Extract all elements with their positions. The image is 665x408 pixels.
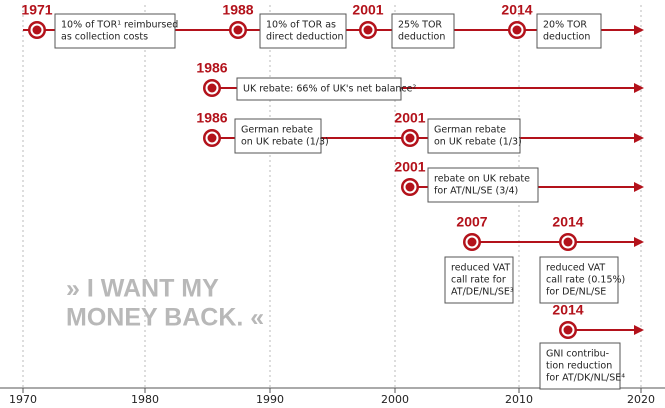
event-text: as collection costs bbox=[61, 32, 148, 43]
tick-label: 2000 bbox=[381, 393, 409, 406]
event-box bbox=[234, 118, 322, 154]
event-box bbox=[236, 77, 402, 101]
arrowhead bbox=[634, 25, 644, 35]
slogan: MONEY BACK. « bbox=[66, 304, 264, 332]
event-box bbox=[536, 13, 602, 49]
marker-dot bbox=[563, 325, 573, 335]
event-text: direct deduction bbox=[266, 32, 344, 43]
tick-label: 2020 bbox=[627, 393, 655, 406]
event-year: 1986 bbox=[196, 60, 227, 76]
marker-dot bbox=[467, 237, 477, 247]
event-text: 10% of TOR as bbox=[266, 20, 336, 31]
event-text: GNI contribu- bbox=[546, 349, 609, 360]
arrowhead bbox=[634, 182, 644, 192]
event-text: call rate (0.15%) bbox=[546, 275, 625, 286]
arrowhead bbox=[634, 83, 644, 93]
event-box bbox=[259, 13, 347, 49]
event-text: German rebate bbox=[434, 125, 506, 136]
arrowhead bbox=[634, 325, 644, 335]
event-year: 2001 bbox=[352, 2, 383, 18]
event-text: call rate for bbox=[451, 275, 506, 286]
event-box bbox=[539, 342, 621, 390]
event-year: 1971 bbox=[21, 2, 52, 18]
marker-dot bbox=[32, 25, 42, 35]
event-box bbox=[54, 13, 176, 49]
event-text: tion reduction bbox=[546, 361, 612, 372]
marker-dot bbox=[233, 25, 243, 35]
event-year: 1986 bbox=[196, 110, 227, 126]
tick-label: 2010 bbox=[505, 393, 533, 406]
marker-dot bbox=[405, 133, 415, 143]
arrowhead bbox=[634, 237, 644, 247]
arrowhead bbox=[634, 133, 644, 143]
event-text: deduction bbox=[398, 32, 445, 43]
event-text: for AT/NL/SE (3/4) bbox=[434, 186, 518, 197]
marker-dot bbox=[207, 83, 217, 93]
event-year: 2001 bbox=[394, 110, 425, 126]
tick-label: 1970 bbox=[9, 393, 37, 406]
marker-dot bbox=[512, 25, 522, 35]
event-box bbox=[444, 256, 514, 304]
event-text: 20% TOR bbox=[543, 20, 587, 31]
event-text: 25% TOR bbox=[398, 20, 442, 31]
event-year: 2014 bbox=[552, 214, 583, 230]
event-year: 2014 bbox=[501, 2, 532, 18]
event-box bbox=[391, 13, 455, 49]
event-text: rebate on UK rebate bbox=[434, 174, 530, 185]
event-text: German rebate bbox=[241, 125, 313, 136]
event-year: 2014 bbox=[552, 302, 583, 318]
event-text: UK rebate: 66% of UK's net balance² bbox=[243, 84, 416, 95]
event-box bbox=[427, 167, 539, 203]
marker-dot bbox=[563, 237, 573, 247]
event-text: reduced VAT bbox=[451, 263, 510, 274]
event-box bbox=[539, 256, 619, 304]
marker-dot bbox=[363, 25, 373, 35]
event-year: 1988 bbox=[222, 2, 253, 18]
event-text: deduction bbox=[543, 32, 590, 43]
event-year: 2001 bbox=[394, 159, 425, 175]
event-text: reduced VAT bbox=[546, 263, 605, 274]
event-text: AT/DE/NL/SE³ bbox=[451, 287, 514, 298]
marker-dot bbox=[405, 182, 415, 192]
tick-label: 1980 bbox=[131, 393, 159, 406]
slogan: » I WANT MY bbox=[66, 275, 219, 303]
event-box bbox=[427, 118, 521, 154]
event-text: for DE/NL/SE bbox=[546, 287, 606, 298]
marker-dot bbox=[207, 133, 217, 143]
event-text: 10% of TOR¹ reimbursed bbox=[61, 20, 178, 31]
event-year: 2007 bbox=[456, 214, 487, 230]
tick-label: 1990 bbox=[256, 393, 284, 406]
event-text: on UK rebate (1/3) bbox=[241, 137, 329, 148]
event-text: for AT/DK/NL/SE⁴ bbox=[546, 373, 625, 384]
event-text: on UK rebate (1/3) bbox=[434, 137, 522, 148]
